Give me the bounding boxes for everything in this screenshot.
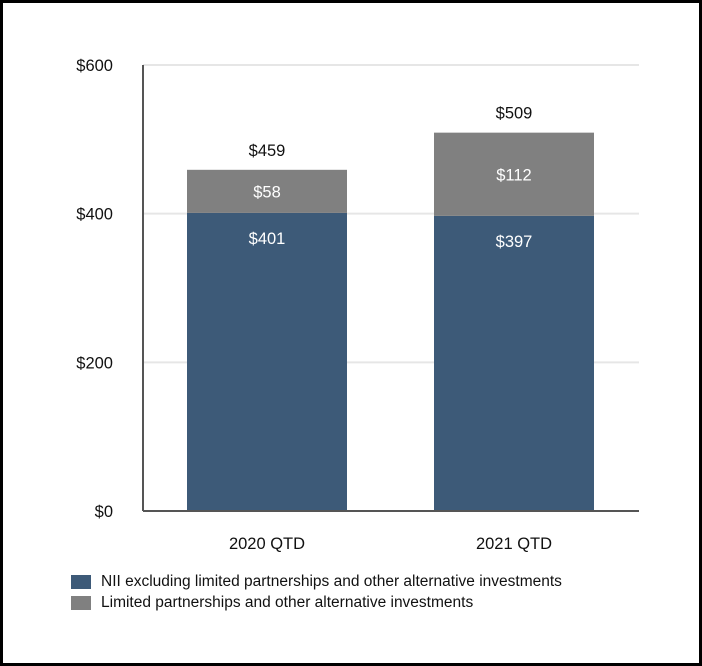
legend-label-nii: NII excluding limited partnerships and o… [101, 572, 562, 590]
x-tick-label-0: 2020 QTD [229, 535, 305, 553]
bar-segment-limited-partnerships-0 [187, 169, 347, 213]
bar-segment-nii-0 [187, 212, 347, 511]
bar-segment-nii-1 [434, 215, 594, 511]
y-tick-label-600: $600 [76, 57, 113, 75]
legend-swatch-nii [71, 574, 91, 589]
data-label-limited-partnerships-1: $112 [496, 166, 531, 184]
bar-segment-limited-partnerships-1 [434, 132, 594, 216]
total-label-1: $509 [496, 105, 533, 123]
data-label-nii-0: $401 [249, 230, 286, 248]
x-tick-label-1: 2021 QTD [476, 535, 552, 553]
legend-swatch-limited-partnerships [71, 595, 91, 610]
data-label-nii-1: $397 [496, 233, 533, 251]
legend-label-limited-partnerships: Limited partnerships and other alternati… [101, 593, 474, 611]
total-label-0: $459 [249, 142, 286, 160]
y-tick-label-0: $0 [95, 503, 113, 521]
data-label-limited-partnerships-0: $58 [253, 183, 281, 201]
legend-item-nii: NII excluding limited partnerships and o… [71, 571, 562, 592]
legend: NII excluding limited partnerships and o… [71, 571, 562, 613]
y-tick-label-400: $400 [76, 206, 113, 224]
stacked-bar-chart: $0 $200 $400 $600 $401 $58 $459 2020 QTD $397 $11… [76, 57, 639, 553]
legend-item-limited-partnerships: Limited partnerships and other alternati… [71, 592, 562, 613]
y-tick-label-200: $200 [76, 354, 113, 372]
